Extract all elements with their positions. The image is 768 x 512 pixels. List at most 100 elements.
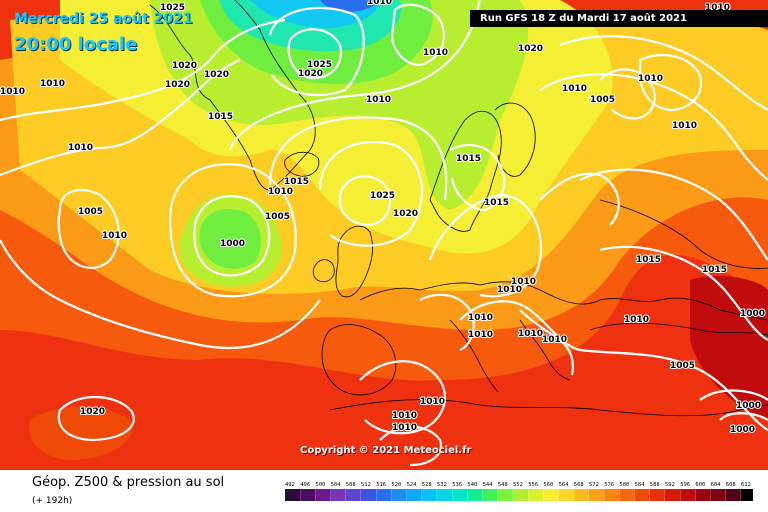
scale-tick-label: 588 [650, 482, 660, 488]
isobar-label: 1015 [456, 154, 481, 164]
scale-tick-label: 524 [407, 482, 418, 488]
copyright-notice: Copyright © 2021 Meteociel.fr [300, 445, 472, 456]
isobar-label: 1010 [624, 315, 649, 325]
isobar-label: 1015 [636, 255, 661, 265]
scale-tick-label: 556 [528, 482, 538, 488]
scale-swatch [330, 489, 346, 501]
isobar-label: 1020 [298, 69, 323, 79]
scandinavia-coast [429, 110, 502, 232]
iceland-coast [284, 151, 320, 177]
isobar-label: 1000 [740, 309, 765, 319]
isobar-label: 1015 [284, 177, 309, 187]
scale-swatch [741, 489, 753, 501]
scale-swatch [406, 489, 422, 501]
isobar-label: 1010 [423, 48, 448, 58]
scale-swatch [361, 489, 376, 501]
turkey-coast [589, 322, 768, 336]
forecast-range: (+ 192h) [32, 496, 73, 506]
scale-swatch [558, 489, 574, 501]
z500-field-596 [690, 275, 768, 420]
isobar-label: 1010 [468, 313, 493, 323]
isobar-label: 1025 [160, 3, 185, 13]
scale-tick-label: 500 [315, 482, 325, 488]
isobar-label: 1010 [542, 335, 567, 345]
isobar-line [519, 309, 574, 376]
italy-coast [449, 319, 499, 393]
scale-swatch [513, 489, 528, 501]
scale-tick-label: 492 [285, 482, 295, 488]
isobar-line [599, 68, 657, 120]
scale-tick-label: 584 [635, 482, 646, 488]
scale-swatch [345, 489, 361, 501]
isobar-label: 1015 [702, 265, 727, 275]
map-title: Géop. Z500 & pression au sol [32, 475, 225, 490]
isobar-label: 1010 [268, 187, 293, 197]
isobar-line [0, 58, 241, 177]
scale-swatch [589, 489, 604, 501]
isobar-label: 1010 [562, 84, 587, 94]
isobar-label: 1010 [392, 411, 417, 421]
isobar-label: 1010 [468, 330, 493, 340]
isobar-label: 1010 [518, 329, 543, 339]
isobar-line [318, 140, 424, 247]
isobar-label: 1010 [511, 277, 536, 287]
scale-swatch [467, 489, 483, 501]
scale-swatch [391, 489, 407, 501]
isobar-line [228, 0, 482, 151]
isobar-label: 1010 [672, 121, 697, 131]
scale-swatch [543, 489, 559, 501]
isobar-line [379, 425, 443, 467]
baffin-coast [0, 87, 19, 96]
scale-swatch [665, 489, 680, 501]
scale-swatch [437, 489, 452, 501]
isobar-line [428, 193, 543, 298]
scale-swatch [315, 489, 331, 501]
isobar-line [390, 3, 445, 67]
isobar-line [338, 175, 392, 227]
scale-tick-label: 536 [452, 482, 462, 488]
isobar-line [699, 389, 768, 421]
isobar-lines [0, 0, 768, 467]
isobar-label: 1010 [638, 74, 663, 84]
isobar-label: 1025 [370, 191, 395, 201]
scale-tick-label: 592 [665, 482, 675, 488]
isobar-label: 1000 [220, 239, 245, 249]
scale-tick-label: 580 [619, 482, 629, 488]
scale-tick-label: 540 [467, 482, 477, 488]
isobar-line [539, 172, 620, 226]
isobar-label: 1020 [80, 407, 105, 417]
iberia-coast [321, 324, 397, 396]
scale-tick-label: 572 [589, 482, 599, 488]
isobar-label: 1020 [393, 209, 418, 219]
isobar-line [559, 35, 768, 111]
isobar-line [268, 6, 365, 97]
scale-tick-label: 560 [543, 482, 553, 488]
isobar-label: 1005 [670, 361, 695, 371]
isobar-label: 1010 [497, 285, 522, 295]
isobar-line [168, 163, 297, 298]
scale-swatch [634, 489, 650, 501]
isobar-label: 1010 [392, 423, 417, 433]
isobar-line [579, 168, 768, 261]
isobar-label: 1020 [165, 80, 190, 90]
isobar-label: 1010 [102, 231, 127, 241]
finland-coast [494, 102, 536, 177]
scale-tick-label: 604 [711, 482, 722, 488]
scale-swatch [710, 489, 726, 501]
isobar-line [459, 300, 768, 431]
scale-swatch [680, 489, 696, 501]
scale-tick-label: 532 [437, 482, 447, 488]
ireland-coast [312, 259, 335, 283]
scale-tick-label: 596 [680, 482, 690, 488]
z500-low-core [199, 209, 261, 269]
isobar-label: 1010 [366, 95, 391, 105]
scale-tick-label: 552 [513, 482, 523, 488]
isobar-label: 1010 [420, 397, 445, 407]
isobar-label: 1015 [484, 198, 509, 208]
scale-tick-label: 496 [300, 482, 310, 488]
scale-tick-label: 600 [695, 482, 705, 488]
isobar-line [287, 28, 343, 80]
scale-tick-label: 612 [741, 482, 751, 488]
isobar-label: 1010 [367, 0, 392, 7]
isobar-line [0, 239, 321, 350]
